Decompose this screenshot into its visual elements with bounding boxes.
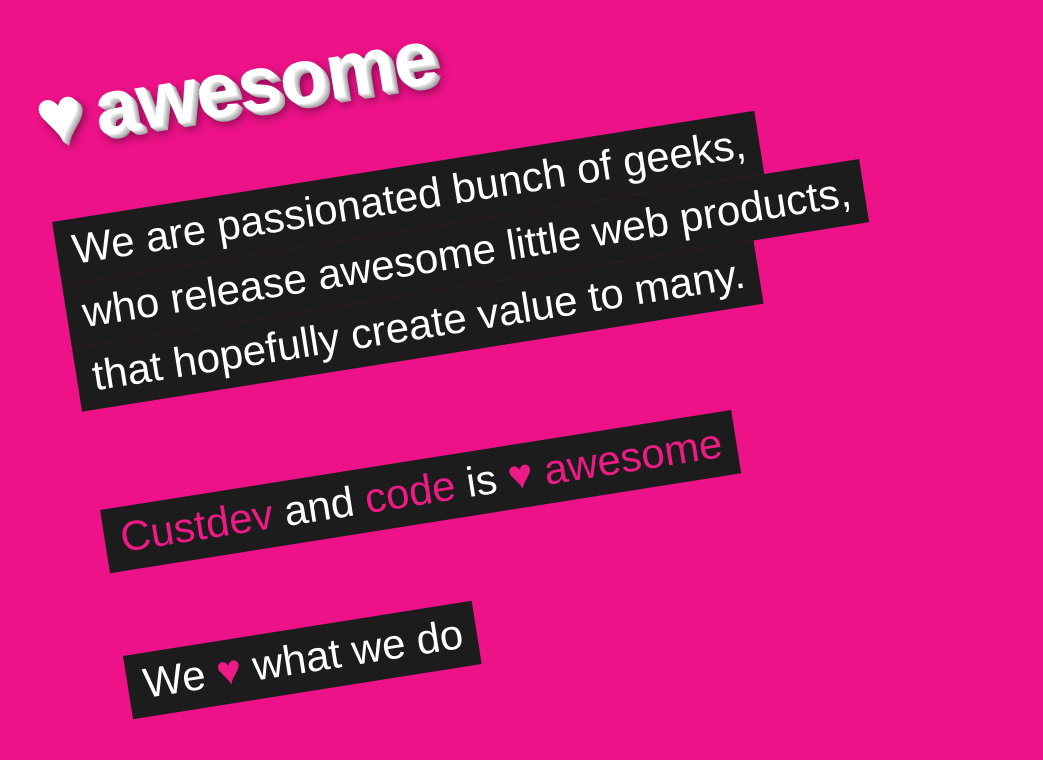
tagline-block: We ♥ what we do <box>123 600 482 720</box>
heart-icon: ♥ <box>212 644 245 696</box>
motto-code: code <box>361 461 459 523</box>
motto-awesome: awesome <box>540 419 726 494</box>
tagline-we: We <box>139 650 209 707</box>
motto-is: is <box>462 454 501 507</box>
hero-title-text: awesome <box>87 11 442 153</box>
hero-title: ♥awesome <box>29 12 441 162</box>
motto-line: Custdev and code is ♥ awesome <box>100 410 741 574</box>
intro-block: We are passionated bunch of geeks, who r… <box>52 96 879 412</box>
motto-custdev: Custdev <box>116 490 277 561</box>
motto-block: Custdev and code is ♥ awesome <box>100 410 741 574</box>
heart-icon: ♥ <box>504 449 537 500</box>
heart-icon: ♥ <box>29 67 88 162</box>
tagline-rest: what we do <box>249 609 467 690</box>
motto-and: and <box>280 477 358 535</box>
tagline-line: We ♥ what we do <box>123 600 482 720</box>
